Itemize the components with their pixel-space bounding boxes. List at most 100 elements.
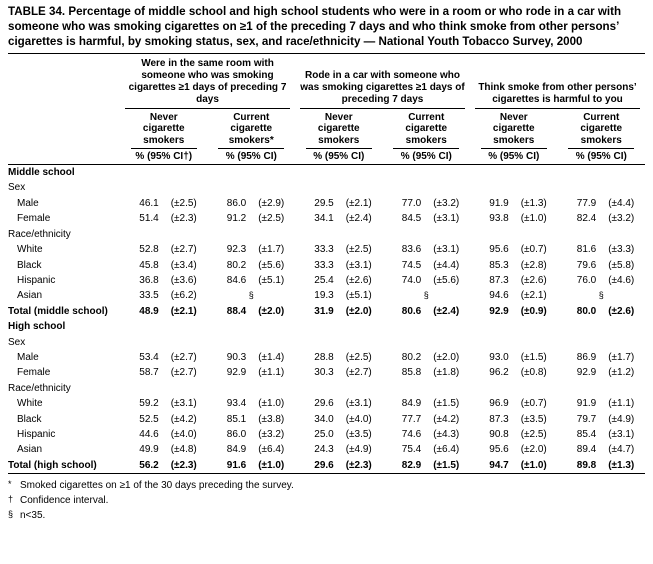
- value-cell: 29.5 (±2.1): [295, 196, 383, 211]
- measure-header: % (95% CI): [295, 149, 383, 166]
- table-title: TABLE 34. Percentage of middle school an…: [8, 5, 622, 48]
- percent-value: 79.6: [576, 259, 597, 271]
- percent-value: 79.7: [576, 413, 597, 425]
- percent-value: 96.2: [489, 367, 509, 379]
- value-cell: 80.2 (±2.0): [383, 350, 471, 365]
- confidence-interval: (±1.3): [520, 197, 547, 209]
- percent-value: 29.5: [314, 197, 334, 209]
- confidence-interval: (±1.0): [258, 459, 285, 471]
- percent-value: 31.9: [314, 305, 334, 317]
- confidence-interval: (±2.3): [170, 459, 197, 471]
- value-cell: 90.3 (±1.4): [208, 350, 296, 365]
- table-row: Total (middle school) 48.9 (±2.1) 88.4 (±2.0…: [8, 304, 645, 319]
- confidence-interval: (±2.1): [170, 305, 197, 317]
- confidence-interval: (±0.7): [520, 398, 547, 410]
- confidence-interval: (±5.1): [258, 274, 285, 286]
- percent-value: 82.9: [401, 459, 422, 471]
- value-cell: 52.5 (±4.2): [120, 412, 208, 427]
- row-label: Race/ethnicity: [8, 228, 71, 240]
- table-row: Black 52.5 (±4.2) 85.1 (±3.8) 34.0 (±4.0) 77.7 (…: [8, 412, 645, 427]
- confidence-interval: (±3.2): [258, 428, 285, 440]
- confidence-interval: (±4.4): [433, 259, 460, 271]
- percent-value: 82.4: [576, 213, 597, 225]
- table-row: Black 45.8 (±3.4) 80.2 (±5.6) 33.3 (±3.1) 74.5 (…: [8, 258, 645, 273]
- row-label: Total (high school): [8, 457, 120, 475]
- smoker-status-header-row: Never cigarette smokers Current cigarett…: [8, 109, 645, 150]
- measure-header: % (95% CI): [207, 149, 295, 166]
- percent-value: 24.3: [314, 444, 334, 456]
- percent-value: 93.4: [226, 398, 247, 410]
- value-cell: 94.6 (±2.1): [470, 288, 558, 303]
- percent-value: 85.3: [489, 259, 509, 271]
- confidence-interval: (±4.8): [170, 444, 197, 456]
- percent-value: 92.3: [226, 244, 247, 256]
- measure-header: % (95% CI): [470, 149, 558, 166]
- confidence-interval: (±1.5): [433, 459, 460, 471]
- value-cell: 83.6 (±3.1): [383, 242, 471, 257]
- confidence-interval: (±1.1): [258, 367, 285, 379]
- confidence-interval: (±1.7): [608, 351, 635, 363]
- percent-value: 86.0: [226, 197, 247, 209]
- confidence-interval: (±1.4): [258, 351, 285, 363]
- percent-value: 87.3: [489, 274, 509, 286]
- value-cell: 19.3 (±5.1): [295, 288, 383, 303]
- value-cell: 93.0 (±1.5): [470, 350, 558, 365]
- table-section-row: Sex: [8, 180, 645, 195]
- confidence-interval: (±1.5): [520, 351, 547, 363]
- value-cell: 86.0 (±2.9): [208, 196, 296, 211]
- value-cell: 92.9 (±0.9): [470, 304, 558, 319]
- confidence-interval: (±6.2): [170, 290, 197, 302]
- confidence-interval: (±1.1): [608, 398, 635, 410]
- empty-cell: [120, 381, 645, 396]
- confidence-interval: (±2.4): [433, 305, 460, 317]
- value-cell: 80.2 (±5.6): [208, 258, 296, 273]
- value-cell: 74.0 (±5.6): [383, 273, 471, 288]
- value-cell: 82.4 (±3.2): [558, 211, 646, 226]
- percent-value: 93.8: [489, 213, 509, 225]
- table-row: Asian 49.9 (±4.8) 84.9 (±6.4) 24.3 (±4.9) 75.4 (…: [8, 442, 645, 457]
- confidence-interval: (±5.8): [608, 259, 635, 271]
- table-row: Total (high school) 56.2 (±2.3) 91.6 (±1.0) 2…: [8, 457, 645, 475]
- measure-header: % (95% CI†): [120, 149, 208, 166]
- value-cell: 77.7 (±4.2): [383, 412, 471, 427]
- value-cell: 90.8 (±2.5): [470, 427, 558, 442]
- percent-value: 84.6: [226, 274, 247, 286]
- percent-value: 58.7: [139, 367, 159, 379]
- value-cell: 79.7 (±4.9): [558, 412, 646, 427]
- confidence-interval: (±1.8): [433, 367, 460, 379]
- percent-value: 52.5: [139, 413, 159, 425]
- value-cell: 85.3 (±2.8): [470, 258, 558, 273]
- empty-cell: [120, 335, 645, 350]
- confidence-interval: (±6.4): [258, 444, 285, 456]
- confidence-interval: (±0.7): [520, 244, 547, 256]
- percent-value: 94.6: [489, 290, 509, 302]
- value-cell: 46.1 (±2.5): [120, 196, 208, 211]
- percent-value: 74.5: [401, 259, 422, 271]
- row-label: White: [17, 398, 43, 410]
- table-row: Female 51.4 (±2.3) 91.2 (±2.5) 34.1 (±2.4) 84.5…: [8, 211, 645, 226]
- row-label: White: [17, 244, 43, 256]
- percent-value: 80.2: [226, 259, 247, 271]
- percent-value: 91.9: [576, 398, 597, 410]
- value-cell: 44.6 (±4.0): [120, 427, 208, 442]
- value-cell: 95.6 (±2.0): [470, 442, 558, 457]
- percent-value: 92.9: [489, 305, 509, 317]
- value-cell: 30.3 (±2.7): [295, 365, 383, 380]
- footnote-text: n<35.: [20, 510, 46, 522]
- value-cell: 29.6 (±2.3): [295, 457, 383, 475]
- value-cell: 48.9 (±2.1): [120, 304, 208, 319]
- empty-cell: [120, 227, 645, 242]
- value-cell: 95.6 (±0.7): [470, 242, 558, 257]
- percent-value: 84.9: [401, 398, 422, 410]
- row-label: Female: [17, 213, 51, 225]
- value-cell: 76.0 (±4.6): [558, 273, 646, 288]
- footnote-symbol: §: [8, 509, 14, 520]
- confidence-interval: (±2.4): [345, 213, 372, 225]
- value-cell: 87.3 (±3.5): [470, 412, 558, 427]
- row-label: Hispanic: [17, 428, 56, 440]
- group-header-harmful: Think smoke from other persons’ cigarett…: [470, 54, 645, 109]
- confidence-interval: (±4.3): [433, 428, 460, 440]
- confidence-interval: (±3.8): [258, 413, 285, 425]
- percent-value: 25.0: [314, 428, 334, 440]
